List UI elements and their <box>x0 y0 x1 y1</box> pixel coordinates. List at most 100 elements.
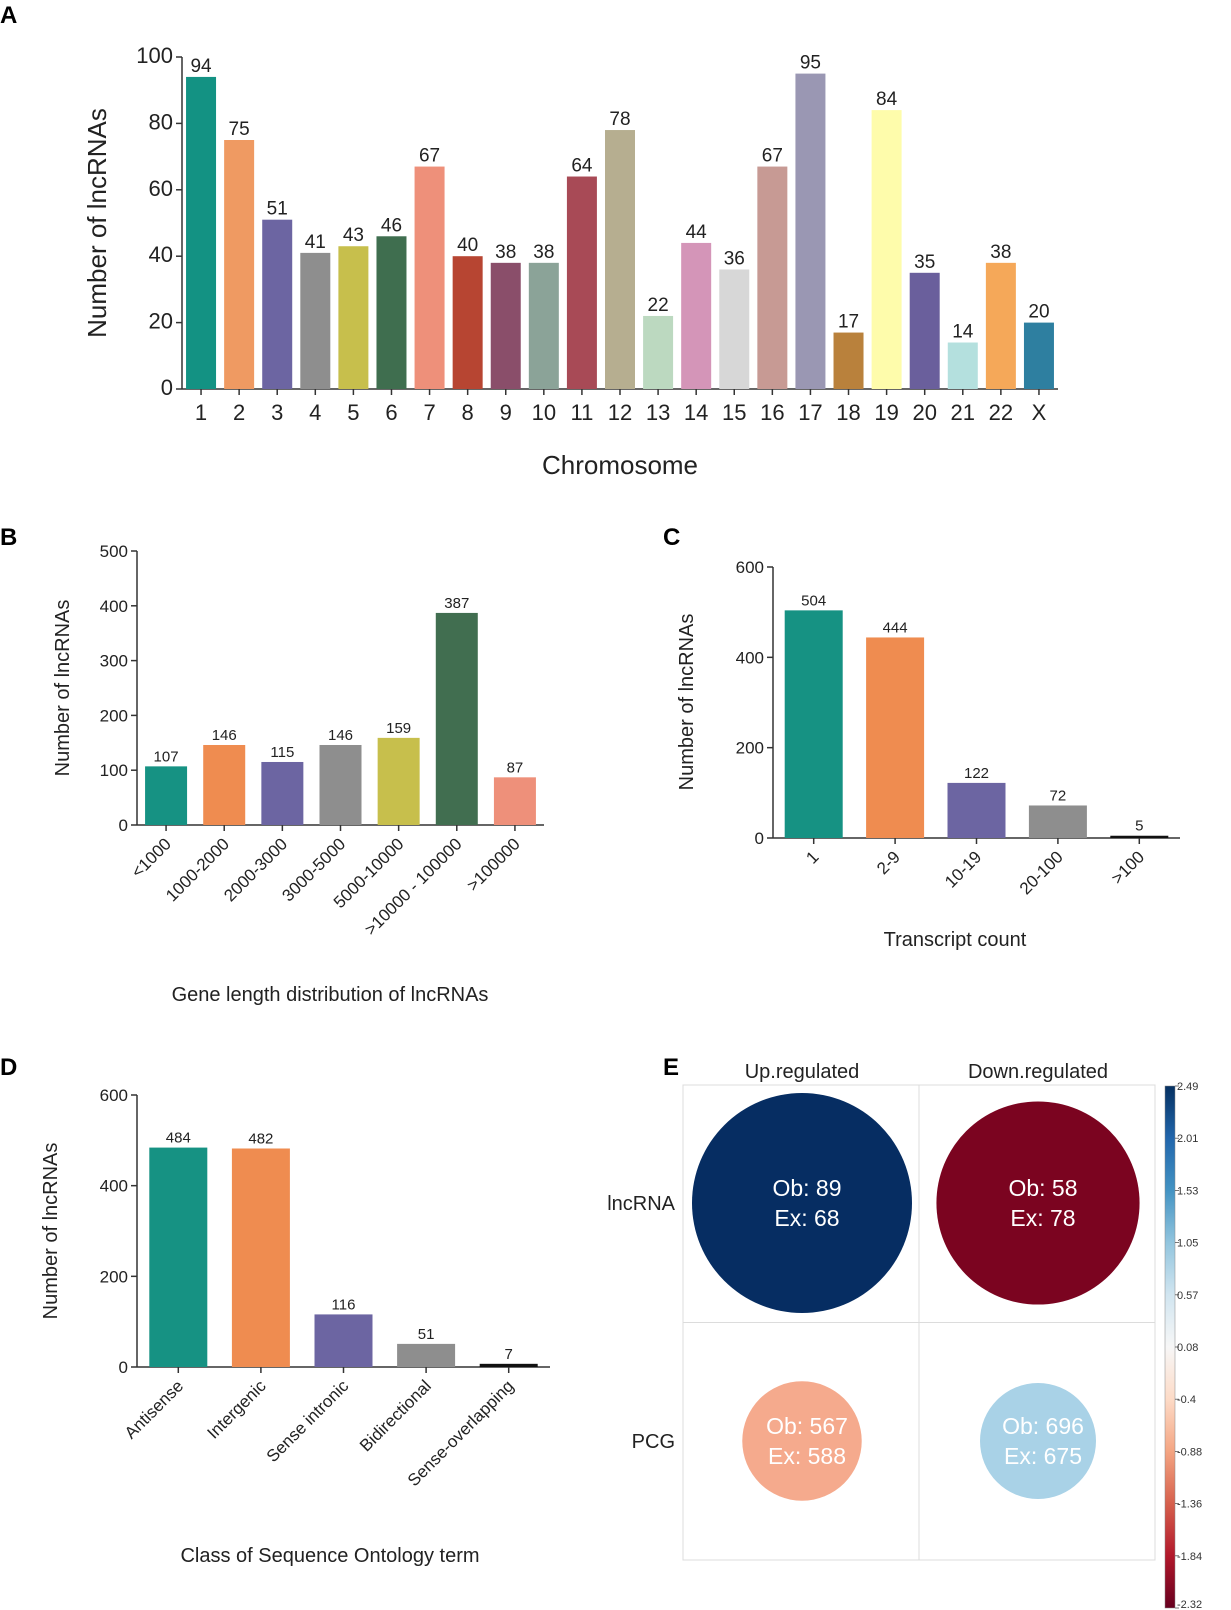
chart-d-x-tick-label: Antisense <box>121 1376 187 1442</box>
chart-a-bar <box>871 110 902 390</box>
chart-a-data-label: 38 <box>533 242 554 263</box>
chart-b-data-label: 146 <box>328 727 353 744</box>
chart-d-x-axis-title: Class of Sequence Ontology term <box>180 1545 479 1567</box>
chart-a-bar <box>985 262 1016 389</box>
chart-e-circle-observed-label: Ob: 696 <box>1002 1413 1084 1439</box>
chart-a-data-label: 67 <box>762 146 783 167</box>
chart-a-x-tick-label: 22 <box>989 400 1013 425</box>
chart-c-y-tick-label: 400 <box>736 648 764 667</box>
chart-a-data-label: 75 <box>229 119 250 140</box>
chart-a-x-tick-label: 1 <box>195 400 207 425</box>
chart-a-bar <box>681 242 712 389</box>
chart-b-y-tick-label: 400 <box>100 597 128 616</box>
chart-a-bar <box>605 130 635 390</box>
chart-b-data-label: 87 <box>507 759 524 776</box>
chart-d-data-label: 482 <box>248 1130 273 1147</box>
chart-a-data-label: 38 <box>495 242 516 263</box>
chart-d-bar <box>314 1314 373 1367</box>
chart-c-x-tick-label: 20-100 <box>1016 847 1067 898</box>
chart-a-data-label: 20 <box>1028 302 1049 323</box>
chart-d-y-tick-label: 600 <box>100 1086 128 1105</box>
chart-e-colorbar-tick-label: 1.05 <box>1177 1238 1198 1250</box>
chart-a-data-label: 36 <box>724 248 745 269</box>
chart-e-colorbar-tick-label: -1.84 <box>1177 1551 1202 1563</box>
chart-b-x-tick-label: <1000 <box>128 834 175 881</box>
chart-e-colorbar <box>1164 1085 1176 1609</box>
chart-a-y-tick-label: 20 <box>149 309 173 334</box>
chart-b-y-tick-label: 100 <box>100 761 128 780</box>
chart-b-bar <box>377 737 420 825</box>
chart-e-circle-expected-label: Ex: 675 <box>1004 1443 1082 1469</box>
chart-d-y-axis-title: Number of lncRNAs <box>40 1143 62 1320</box>
chart-c-transcript-count: 0 200 400 600 504 1 444 2-9 122 10-19 72 20-100 5 >10… <box>676 558 1180 951</box>
chart-b-bar <box>319 744 362 825</box>
chart-a-data-label: 14 <box>952 322 974 343</box>
chart-a-bar <box>186 76 217 390</box>
chart-e-circle-expected-label: Ex: 68 <box>774 1205 839 1231</box>
chart-b-bar <box>145 766 188 825</box>
chart-d-y-tick-label: 200 <box>100 1267 128 1286</box>
chart-d-data-label: 484 <box>166 1130 191 1147</box>
chart-a-bar <box>566 176 597 389</box>
chart-c-data-label: 504 <box>801 592 826 609</box>
chart-e-column-label: Up.regulated <box>745 1061 860 1083</box>
chart-a-bar <box>795 73 826 389</box>
chart-a-bar <box>300 252 331 389</box>
chart-a-data-label: 40 <box>457 235 478 256</box>
chart-a-data-label: 94 <box>190 56 212 77</box>
chart-e-row-label: lncRNA <box>607 1193 675 1215</box>
chart-e-circle <box>692 1093 912 1313</box>
chart-e-circle-expected-label: Ex: 588 <box>768 1443 846 1469</box>
chart-d-y-tick-label: 0 <box>119 1358 128 1377</box>
chart-a-bar <box>833 332 864 389</box>
chart-c-bar <box>866 637 925 838</box>
chart-e-colorbar-tick-label: -2.32 <box>1177 1599 1202 1610</box>
chart-e-circle-observed-label: Ob: 89 <box>772 1175 841 1201</box>
chart-e-circle <box>980 1383 1096 1499</box>
chart-b-bar <box>203 744 246 825</box>
chart-a-bar <box>224 140 255 389</box>
chart-c-y-axis-title: Number of lncRNAs <box>676 614 698 791</box>
chart-a-bar <box>376 236 407 389</box>
chart-c-data-label: 72 <box>1050 787 1067 804</box>
chart-a-data-label: 46 <box>381 215 402 236</box>
chart-b-x-axis-title: Gene length distribution of lncRNAs <box>172 984 489 1006</box>
chart-a-data-label: 64 <box>571 156 593 177</box>
chart-a-bar <box>1023 322 1054 389</box>
chart-a-data-label: 44 <box>686 222 708 243</box>
chart-c-x-tick-label: 10-19 <box>941 847 985 891</box>
chart-a-data-label: 95 <box>800 53 821 74</box>
chart-d-bar <box>149 1147 208 1367</box>
chart-c-bar <box>947 782 1006 838</box>
panel-label-b: B <box>0 524 17 551</box>
chart-b-data-label: 115 <box>270 744 294 761</box>
chart-c-x-tick-label: >100 <box>1108 847 1149 888</box>
chart-c-data-label: 444 <box>883 619 908 636</box>
chart-e-colorbar-tick-label: -1.36 <box>1177 1499 1202 1511</box>
chart-a-x-tick-label: X <box>1032 400 1047 425</box>
chart-e-colorbar-tick-label: 0.57 <box>1177 1290 1198 1302</box>
chart-b-data-label: 146 <box>212 727 237 744</box>
chart-a-x-tick-label: 3 <box>271 400 283 425</box>
chart-e-circle-expected-label: Ex: 78 <box>1010 1205 1075 1231</box>
chart-d-x-tick-label: Intergenic <box>203 1376 270 1443</box>
chart-a-bar <box>528 262 559 389</box>
chart-a-data-label: 22 <box>648 295 669 316</box>
chart-a-x-tick-label: 10 <box>532 400 556 425</box>
chart-c-y-tick-label: 200 <box>736 739 764 758</box>
chart-d-x-tick-label: Bidirectional <box>356 1376 435 1455</box>
chart-d-y-tick-label: 400 <box>100 1177 128 1196</box>
chart-d-data-label: 116 <box>332 1296 356 1313</box>
chart-a-bar <box>414 166 445 389</box>
chart-c-bar <box>1110 835 1169 838</box>
chart-a-x-tick-label: 20 <box>912 400 936 425</box>
chart-a-data-label: 84 <box>876 89 898 110</box>
chart-c-data-label: 5 <box>1135 818 1143 835</box>
panel-label-a: A <box>0 2 17 29</box>
chart-a-y-tick-label: 0 <box>161 375 173 400</box>
chart-a-x-tick-label: 4 <box>309 400 321 425</box>
chart-a-bar <box>909 272 940 389</box>
chart-e-colorbar-tick-label: 0.08 <box>1177 1342 1198 1354</box>
chart-d-sequence-ontology: 0 200 400 600 484 Antisense 482 Intergenic 116 Se… <box>40 1086 550 1567</box>
